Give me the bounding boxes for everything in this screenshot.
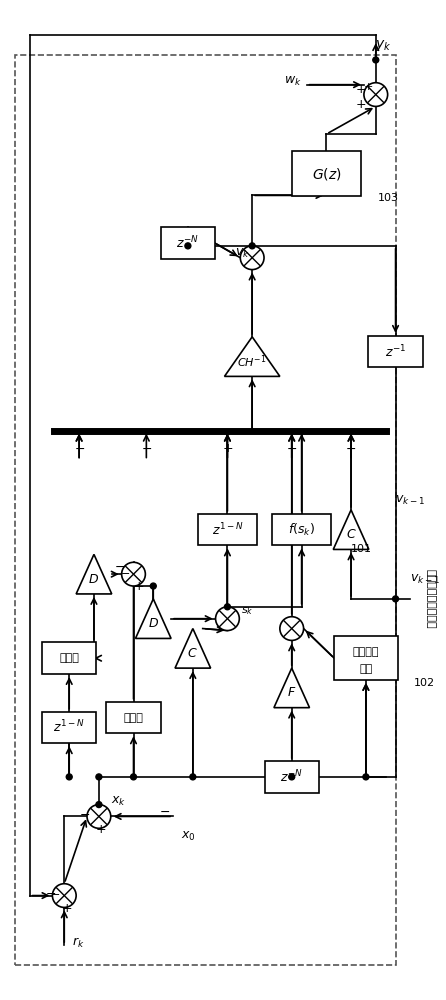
Circle shape (53, 884, 76, 907)
Text: $-$: $-$ (286, 442, 297, 455)
Text: $+$: $+$ (61, 902, 72, 915)
Bar (42, 642, 96, 674)
Text: $z^{1-N}$: $z^{1-N}$ (211, 521, 244, 538)
Bar (368, 336, 423, 367)
Bar (292, 151, 361, 196)
Circle shape (150, 583, 156, 589)
Text: $y_k$: $y_k$ (376, 38, 392, 53)
Text: $+$: $+$ (363, 81, 373, 92)
Circle shape (363, 774, 369, 780)
Text: $x_k$: $x_k$ (111, 795, 126, 808)
Polygon shape (76, 554, 112, 594)
Text: $-$: $-$ (346, 442, 357, 455)
Circle shape (392, 596, 399, 602)
Text: $z^{-N}$: $z^{-N}$ (281, 769, 303, 785)
Bar (42, 712, 96, 743)
Text: $r_k$: $r_k$ (72, 936, 85, 950)
Text: $w_k$: $w_k$ (284, 75, 301, 88)
Circle shape (364, 83, 388, 106)
Text: $+$: $+$ (133, 580, 144, 593)
Circle shape (240, 246, 264, 270)
Text: 积分滑模重复控制器: 积分滑模重复控制器 (425, 569, 435, 629)
Text: $-$: $-$ (79, 808, 91, 821)
Text: $D$: $D$ (148, 617, 159, 630)
Text: $G(z)$: $G(z)$ (311, 166, 341, 182)
Bar (161, 227, 215, 259)
Text: 103: 103 (378, 193, 399, 203)
Circle shape (215, 607, 240, 631)
Circle shape (249, 243, 255, 249)
Polygon shape (224, 337, 280, 376)
Text: $v_{k-1}$: $v_{k-1}$ (410, 573, 440, 586)
Text: $-$: $-$ (120, 567, 130, 577)
Circle shape (185, 243, 191, 249)
Text: $z^{-N}$: $z^{-N}$ (177, 235, 199, 251)
Polygon shape (136, 599, 171, 638)
Bar (198, 514, 257, 545)
Text: 102: 102 (413, 678, 434, 688)
Polygon shape (333, 510, 369, 549)
Text: 累加器: 累加器 (59, 653, 79, 663)
Text: $z^{-1}$: $z^{-1}$ (385, 343, 406, 360)
Text: $-$: $-$ (45, 887, 56, 900)
Text: $-$: $-$ (50, 888, 61, 898)
Polygon shape (175, 629, 211, 668)
Text: $+$: $+$ (355, 98, 367, 111)
Text: $f(s_k)$: $f(s_k)$ (288, 522, 315, 538)
Text: $-$: $-$ (159, 805, 170, 818)
Text: 累加器: 累加器 (124, 713, 144, 723)
Circle shape (87, 805, 111, 828)
Text: $s_k$: $s_k$ (241, 605, 254, 617)
Circle shape (224, 604, 231, 610)
Text: $C$: $C$ (187, 647, 198, 660)
Text: $+$: $+$ (95, 823, 107, 836)
Text: $F$: $F$ (287, 686, 297, 699)
Circle shape (96, 774, 102, 780)
Text: 计器: 计器 (359, 664, 372, 674)
Text: $z^{1-N}$: $z^{1-N}$ (54, 719, 85, 736)
Text: $C$: $C$ (346, 528, 356, 541)
Circle shape (289, 774, 295, 780)
Text: $v_{k-1}$: $v_{k-1}$ (396, 493, 425, 507)
Bar (272, 514, 331, 545)
Text: $-$: $-$ (74, 442, 85, 455)
Text: $D$: $D$ (88, 573, 99, 586)
Bar (106, 702, 161, 733)
Text: $-$: $-$ (141, 442, 152, 455)
Text: $+$: $+$ (355, 83, 367, 96)
Text: $x_0$: $x_0$ (181, 830, 195, 843)
Circle shape (190, 774, 196, 780)
Circle shape (131, 774, 136, 780)
Text: $CH^{-1}$: $CH^{-1}$ (237, 353, 267, 370)
Bar (264, 761, 319, 793)
Text: 101: 101 (351, 544, 372, 554)
Text: 扰动估计: 扰动估计 (353, 647, 379, 657)
Circle shape (280, 617, 304, 640)
Circle shape (96, 802, 102, 808)
Circle shape (373, 57, 379, 63)
Circle shape (66, 774, 72, 780)
Text: $+$: $+$ (222, 442, 233, 455)
Polygon shape (274, 668, 310, 708)
Text: $v_k$: $v_k$ (235, 247, 250, 260)
Bar (15, 55, 396, 965)
Text: $-$: $-$ (114, 560, 125, 573)
Circle shape (122, 562, 145, 586)
Bar (334, 636, 398, 680)
